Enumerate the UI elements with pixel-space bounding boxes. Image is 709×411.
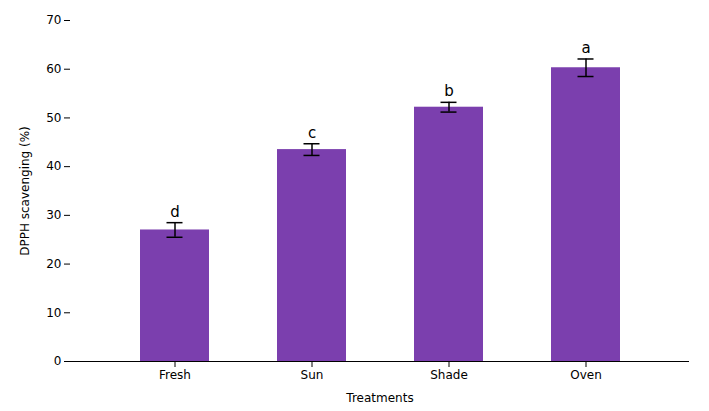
svg-text:50: 50 xyxy=(46,111,61,125)
svg-text:Shade: Shade xyxy=(430,368,468,382)
svg-text:20: 20 xyxy=(46,257,61,271)
svg-text:DPPH scavenging (%): DPPH scavenging (%) xyxy=(18,126,32,256)
svg-text:Fresh: Fresh xyxy=(159,368,191,382)
svg-text:30: 30 xyxy=(46,208,61,222)
svg-text:0: 0 xyxy=(54,354,62,368)
svg-text:70: 70 xyxy=(46,13,61,27)
svg-text:c: c xyxy=(308,124,316,142)
svg-text:b: b xyxy=(444,82,454,100)
svg-text:10: 10 xyxy=(46,306,61,320)
svg-text:a: a xyxy=(581,39,590,57)
svg-text:Sun: Sun xyxy=(301,368,324,382)
svg-text:Oven: Oven xyxy=(570,368,602,382)
svg-text:40: 40 xyxy=(46,159,61,173)
svg-text:d: d xyxy=(170,203,180,221)
svg-text:60: 60 xyxy=(46,62,61,76)
svg-text:Treatments: Treatments xyxy=(345,391,413,405)
